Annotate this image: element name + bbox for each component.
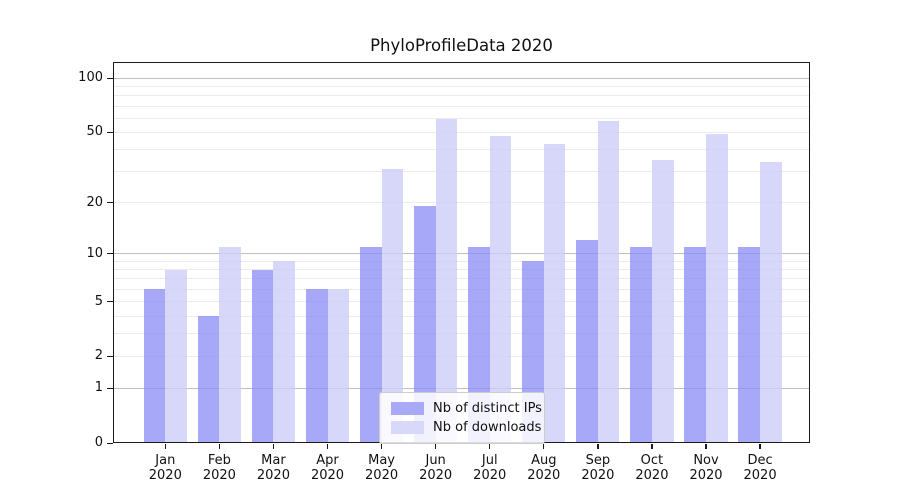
x-axis-tick — [164, 444, 166, 449]
x-axis-tick — [759, 444, 761, 449]
x-tick-label: Jan 2020 — [148, 453, 182, 484]
x-axis-tick — [705, 444, 707, 449]
bar-downloads — [760, 162, 782, 444]
bar-downloads — [381, 169, 404, 444]
major-gridline — [113, 253, 810, 255]
x-axis-tick — [651, 444, 653, 449]
minor-gridline — [113, 117, 810, 119]
bar-downloads — [327, 289, 350, 444]
bar-downloads — [165, 269, 187, 444]
minor-gridline — [113, 105, 810, 107]
x-tick-label: Sep 2020 — [581, 453, 615, 484]
bar-downloads — [219, 246, 241, 444]
bar-downloads — [543, 144, 566, 444]
y-tick-label: 2 — [94, 348, 103, 364]
x-tick-label: May 2020 — [365, 453, 399, 484]
legend-entry-distinct-ips: Nb of distinct IPs — [391, 399, 544, 418]
legend-label-distinct-ips: Nb of distinct IPs — [433, 401, 542, 416]
major-gridline — [113, 77, 810, 79]
x-tick-label: Oct 2020 — [635, 453, 669, 484]
chart-title: PhyloProfileData 2020 — [370, 36, 553, 55]
y-axis-tick — [107, 131, 113, 134]
x-axis-tick — [218, 444, 221, 449]
minor-gridline — [113, 333, 810, 335]
y-tick-label: 1 — [94, 380, 103, 396]
x-tick-label: Jul 2020 — [473, 453, 507, 484]
minor-gridline — [113, 288, 810, 290]
bar-distinct-ips — [576, 240, 598, 444]
x-tick-label: Mar 2020 — [256, 453, 290, 484]
bar-downloads — [489, 135, 512, 444]
minor-gridline — [113, 171, 810, 173]
bar-downloads — [273, 261, 296, 444]
bar-distinct-ips — [251, 269, 274, 444]
bar-downloads — [706, 133, 728, 444]
minor-gridline — [113, 269, 810, 271]
bar-distinct-ips — [305, 289, 328, 444]
x-axis-tick — [489, 444, 491, 449]
minor-gridline — [113, 355, 810, 357]
bar-downloads — [651, 159, 674, 444]
y-axis-tick — [107, 252, 113, 255]
bar-downloads — [597, 120, 620, 444]
bar-distinct-ips — [738, 246, 761, 444]
y-tick-label: 0 — [94, 435, 103, 451]
y-tick-label: 10 — [86, 245, 103, 261]
x-tick-label: Nov 2020 — [689, 453, 723, 484]
minor-gridline — [113, 260, 810, 262]
x-axis-tick — [543, 444, 545, 449]
legend: Nb of distinct IPs Nb of downloads — [379, 392, 545, 444]
x-axis-tick — [434, 444, 437, 449]
y-tick-label: 100 — [78, 70, 103, 86]
legend-swatch-distinct-ips — [391, 402, 424, 415]
y-axis-tick — [107, 355, 113, 358]
x-axis-tick — [272, 444, 275, 449]
y-axis-tick — [107, 201, 113, 204]
y-tick-label: 50 — [86, 124, 103, 140]
bar-distinct-ips — [359, 246, 382, 444]
major-gridline — [113, 387, 810, 389]
x-tick-label: Apr 2020 — [310, 453, 345, 484]
x-tick-label: Aug 2020 — [527, 453, 561, 484]
x-axis-tick — [380, 444, 383, 449]
legend-entry-downloads: Nb of downloads — [391, 418, 544, 437]
y-axis-tick — [107, 387, 113, 390]
bar-distinct-ips — [414, 206, 436, 444]
bar-distinct-ips — [684, 246, 706, 444]
legend-swatch-downloads — [391, 421, 424, 434]
minor-gridline — [113, 278, 810, 280]
legend-label-downloads: Nb of downloads — [433, 420, 542, 435]
y-tick-label: 5 — [94, 293, 103, 309]
minor-gridline — [113, 149, 810, 151]
bar-distinct-ips — [197, 316, 220, 444]
y-axis-tick — [107, 77, 113, 79]
minor-gridline — [113, 301, 810, 303]
y-tick-label: 20 — [86, 194, 103, 210]
bar-distinct-ips — [630, 246, 652, 444]
plot-area — [113, 62, 810, 443]
bar-downloads — [435, 119, 458, 444]
y-axis-tick — [107, 300, 113, 303]
x-axis-tick — [597, 444, 599, 449]
minor-gridline — [113, 202, 810, 203]
y-axis-tick — [107, 442, 113, 444]
bar-distinct-ips — [143, 289, 166, 444]
minor-gridline — [113, 131, 810, 133]
minor-gridline — [113, 95, 810, 97]
minor-gridline — [113, 86, 810, 88]
x-axis-tick — [326, 444, 329, 449]
x-tick-label: Dec 2020 — [743, 453, 777, 484]
x-tick-label: Feb 2020 — [202, 453, 236, 484]
x-tick-label: Jun 2020 — [419, 453, 453, 484]
minor-gridline — [113, 315, 810, 317]
